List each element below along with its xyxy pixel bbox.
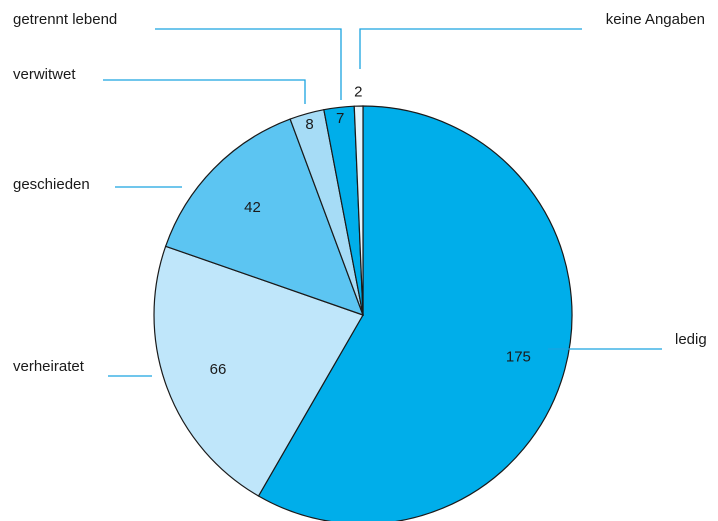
value-label-getrennt-lebend: 7	[336, 110, 344, 127]
leader-line-verwitwet	[103, 79, 306, 104]
pie-slice-keine-Angaben	[353, 105, 364, 316]
category-label-verwitwet: verwitwet	[13, 66, 76, 83]
value-label-verheiratet: 66	[210, 361, 227, 378]
leader-lines	[103, 28, 662, 377]
value-label-keine-Angaben: 2	[354, 83, 362, 100]
value-label-ledig: 175	[506, 349, 531, 366]
pie-slice-geschieden	[164, 118, 365, 316]
pie-slice-verheiratet	[153, 245, 364, 497]
pie-slice-ledig	[257, 105, 573, 521]
category-label-ledig: ledig	[675, 331, 707, 348]
leader-line-getrennt-lebend	[155, 28, 342, 100]
category-label-verheiratet: verheiratet	[13, 358, 85, 375]
category-label-getrennt-lebend: getrennt lebend	[13, 11, 117, 28]
leader-line-keine-Angaben	[359, 28, 582, 69]
category-label-keine-Angaben: keine Angaben	[606, 11, 705, 28]
value-label-geschieden: 42	[244, 199, 261, 216]
value-label-verwitwet: 8	[305, 116, 313, 133]
pie-labels: 175 ledig 66 verheiratet 42 geschieden 8 verwit…	[13, 11, 707, 378]
pie-slices	[153, 105, 573, 521]
category-label-geschieden: geschieden	[13, 176, 90, 193]
